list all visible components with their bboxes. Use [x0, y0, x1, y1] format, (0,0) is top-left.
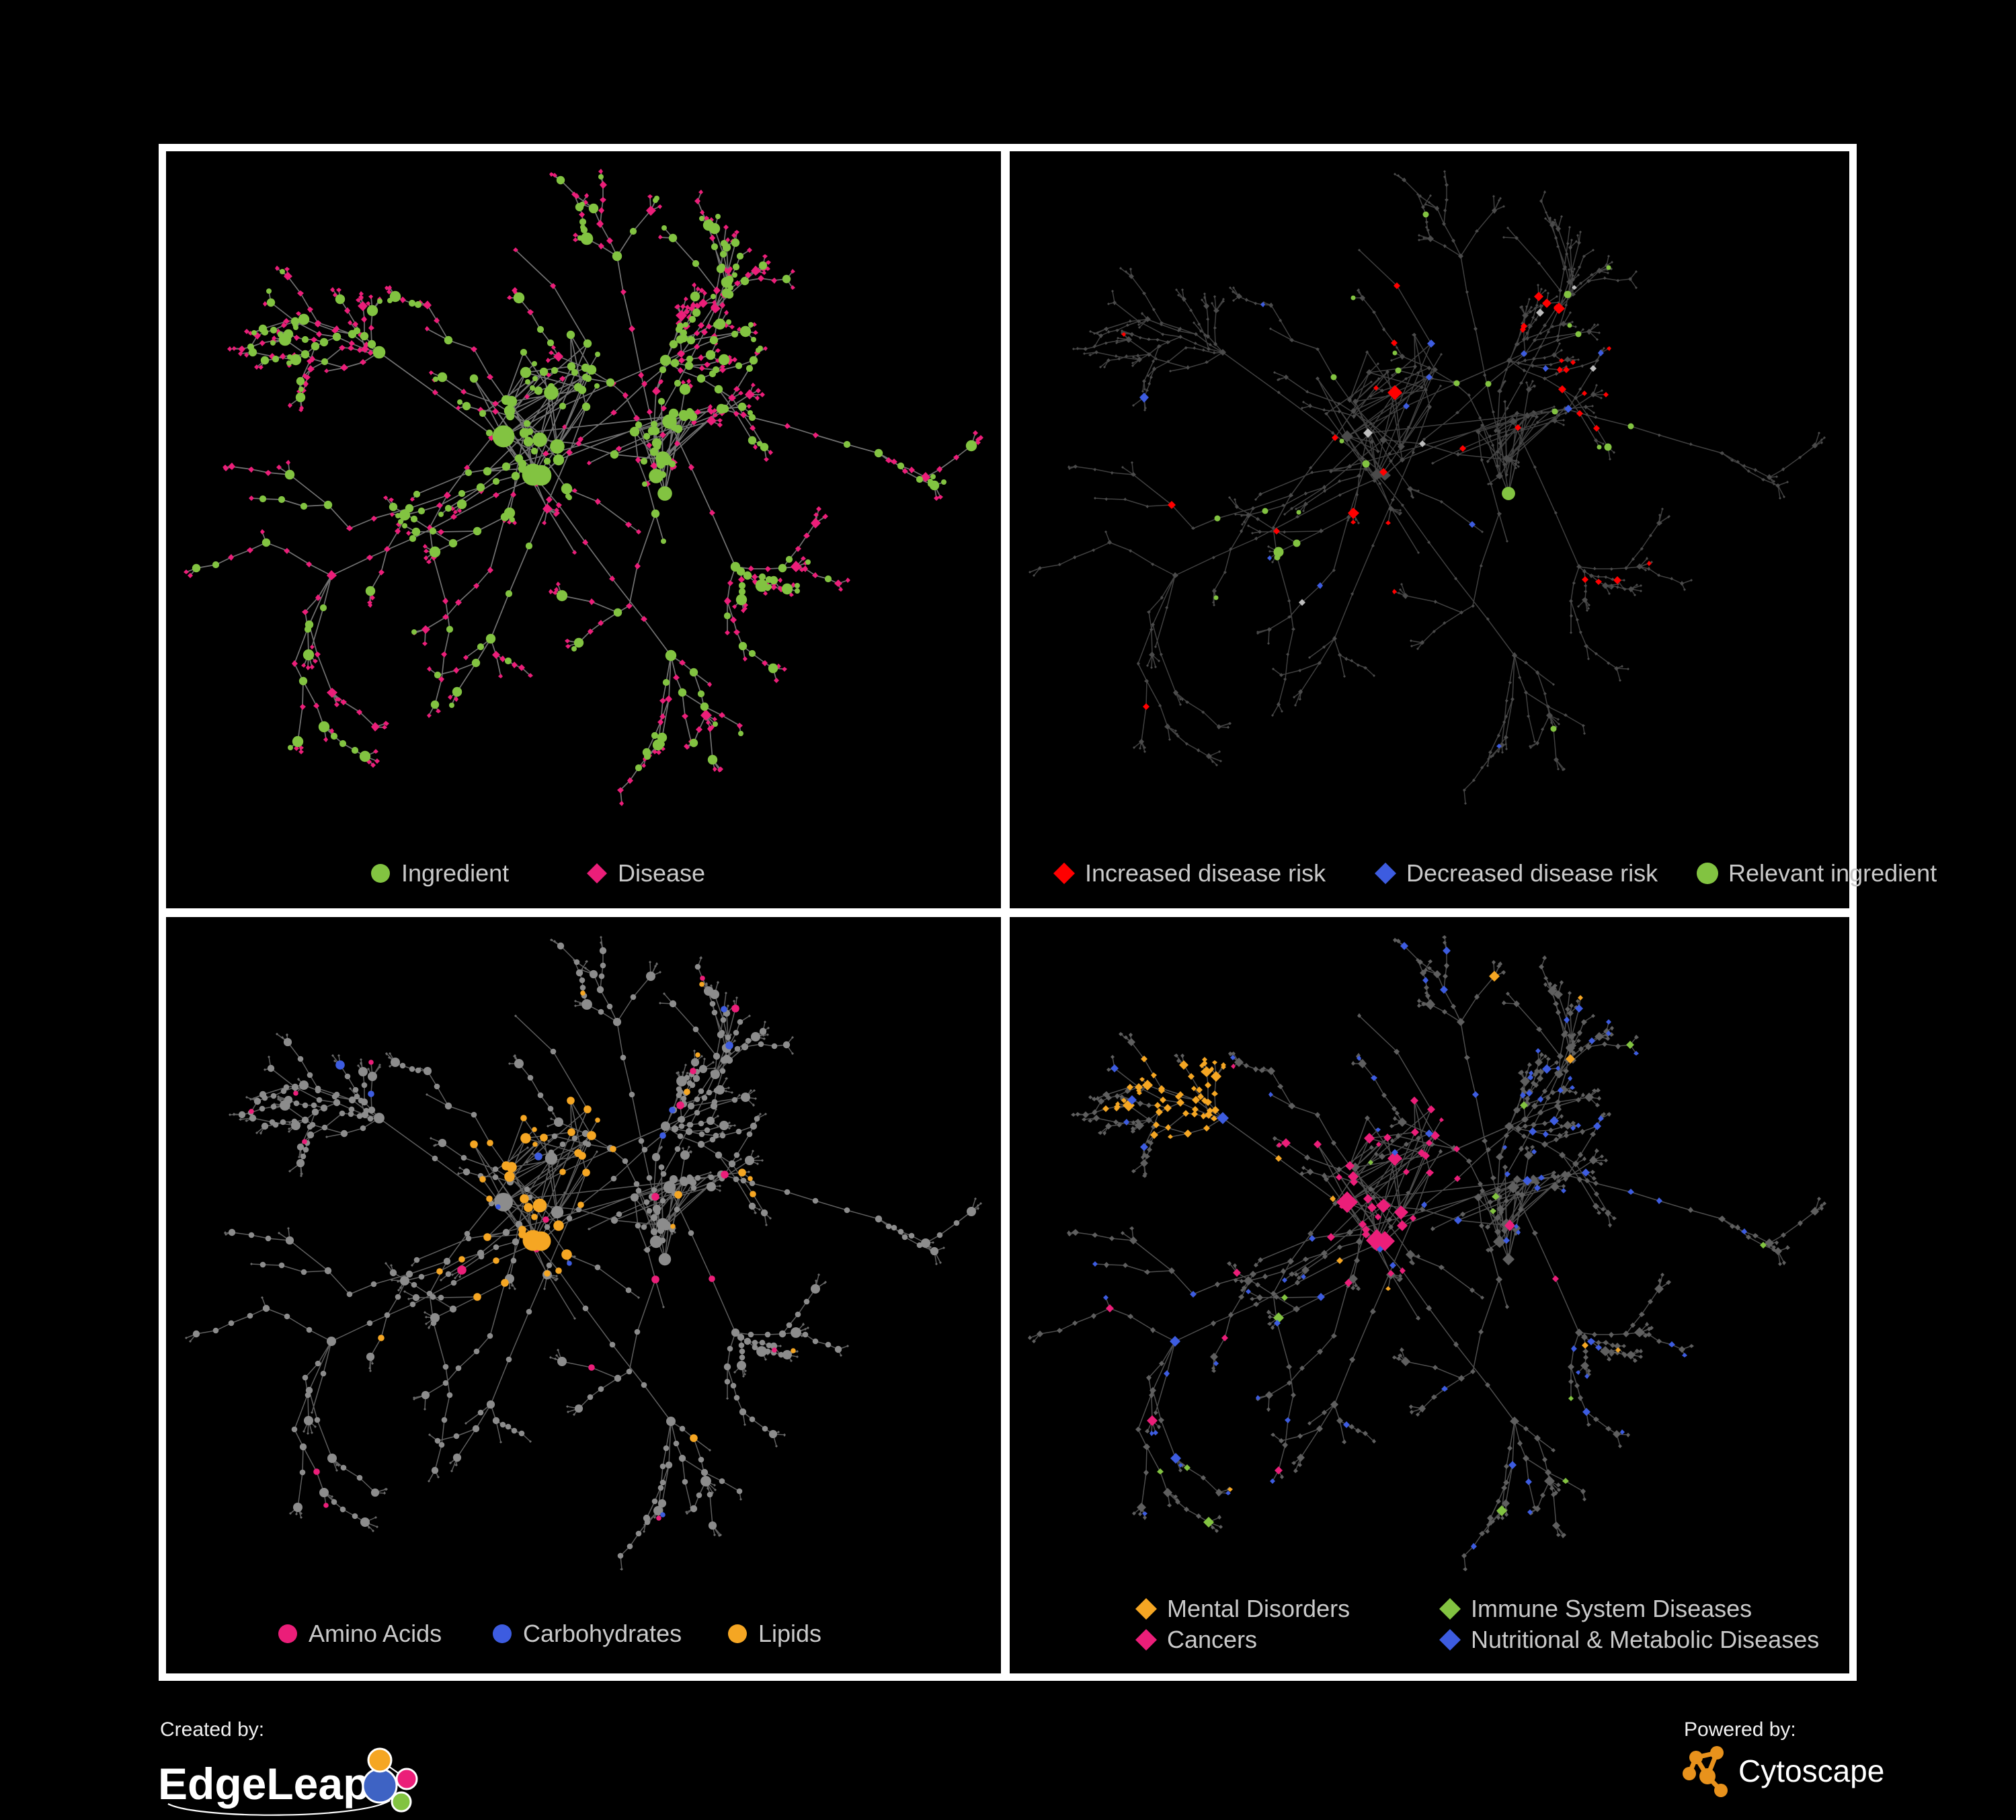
svg-text:EdgeLeap: EdgeLeap [158, 1759, 370, 1809]
svg-text:Cytoscape: Cytoscape [1738, 1753, 1884, 1788]
